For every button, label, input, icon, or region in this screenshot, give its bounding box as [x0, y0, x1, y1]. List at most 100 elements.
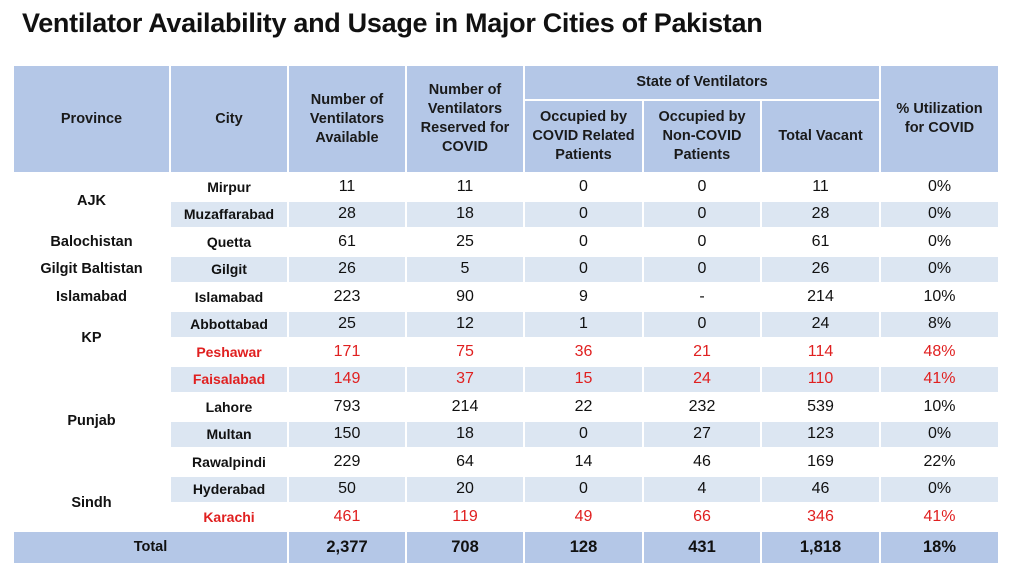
reserved-cell: 20 — [405, 475, 525, 504]
city-cell: Karachi — [169, 503, 289, 532]
total-utilization: 18% — [879, 529, 1001, 565]
noncovid-cell: 27 — [642, 420, 762, 449]
util-cell: 41% — [879, 503, 1001, 532]
total-label: Total — [12, 529, 289, 565]
header-reserved: Number of Ventilators Reserved for COVID — [405, 64, 525, 174]
city-cell: Faisalabad — [169, 365, 289, 394]
covid-cell: 9 — [523, 283, 644, 312]
util-cell: 0% — [879, 228, 1001, 257]
reserved-cell: 214 — [405, 393, 525, 422]
noncovid-cell: 0 — [642, 173, 762, 202]
ventilator-table: Province City Number of Ventilators Avai… — [12, 64, 1001, 565]
total-reserved: 708 — [405, 529, 525, 565]
city-cell: Rawalpindi — [169, 448, 289, 477]
available-cell: 461 — [287, 503, 407, 532]
header-available: Number of Ventilators Available — [287, 64, 407, 174]
util-cell: 10% — [879, 393, 1001, 422]
noncovid-cell: 21 — [642, 338, 762, 367]
total-vacant: 1,818 — [759, 529, 882, 565]
vacant-cell: 110 — [759, 365, 882, 394]
noncovid-cell: 0 — [642, 255, 762, 284]
table-row: Rawalpindi 229 64 14 46 169 22% — [13, 448, 1001, 477]
covid-cell: 0 — [523, 173, 644, 202]
reserved-cell: 18 — [405, 200, 525, 229]
noncovid-cell: 46 — [642, 448, 762, 477]
noncovid-cell: 232 — [642, 393, 762, 422]
vacant-cell: 114 — [759, 338, 882, 367]
util-cell: 0% — [879, 255, 1001, 284]
util-cell: 0% — [879, 420, 1001, 449]
city-cell: Lahore — [169, 393, 289, 422]
province-cell: Sindh — [12, 475, 171, 532]
noncovid-cell: 0 — [642, 228, 762, 257]
covid-cell: 0 — [523, 200, 644, 229]
available-cell: 793 — [287, 393, 407, 422]
covid-cell: 0 — [523, 228, 644, 257]
province-cell: Islamabad — [12, 283, 171, 312]
total-row: Total 2,377 708 128 431 1,818 18% — [12, 529, 1001, 565]
province-cell: AJK — [12, 173, 171, 229]
table-body: AJK Mirpur 11 11 0 0 11 0% Muzaffarabad 28 18 0 0 28 0… — [12, 173, 1001, 532]
available-cell: 61 — [287, 228, 407, 257]
covid-cell: 15 — [523, 365, 644, 394]
reserved-cell: 18 — [405, 420, 525, 449]
vacant-cell: 24 — [759, 310, 882, 339]
total-noncovid: 431 — [642, 529, 762, 565]
noncovid-cell: 0 — [642, 200, 762, 229]
city-cell: Muzaffarabad — [169, 200, 289, 229]
noncovid-cell: 24 — [642, 365, 762, 394]
util-cell: 10% — [879, 283, 1001, 312]
covid-cell: 14 — [523, 448, 644, 477]
city-cell: Peshawar — [169, 338, 289, 367]
header-vacant: Total Vacant — [759, 99, 882, 174]
city-cell: Hyderabad — [169, 475, 289, 504]
available-cell: 25 — [287, 310, 407, 339]
header-province: Province — [12, 64, 171, 174]
city-cell: Gilgit — [169, 255, 289, 284]
reserved-cell: 119 — [405, 503, 525, 532]
noncovid-cell: 4 — [642, 475, 762, 504]
header-state-group: State of Ventilators — [522, 64, 882, 101]
city-cell: Quetta — [169, 228, 289, 257]
available-cell: 150 — [287, 420, 407, 449]
util-cell: 0% — [879, 173, 1001, 202]
vacant-cell: 539 — [759, 393, 882, 422]
noncovid-cell: 0 — [642, 310, 762, 339]
vacant-cell: 61 — [759, 228, 882, 257]
reserved-cell: 37 — [405, 365, 525, 394]
table-row: Multan 150 18 0 27 123 0% — [13, 420, 1001, 449]
vacant-cell: 214 — [759, 283, 882, 312]
covid-cell: 1 — [523, 310, 644, 339]
table-row: Lahore 793 214 22 232 539 10% — [13, 393, 1001, 422]
reserved-cell: 11 — [405, 173, 525, 202]
covid-cell: 0 — [523, 475, 644, 504]
util-cell: 41% — [879, 365, 1001, 394]
total-covid: 128 — [523, 529, 644, 565]
province-cell: Gilgit Baltistan — [12, 255, 171, 284]
util-cell: 8% — [879, 310, 1001, 339]
available-cell: 50 — [287, 475, 407, 504]
vacant-cell: 26 — [759, 255, 882, 284]
table-row: AJK Mirpur 11 11 0 0 11 0% — [12, 173, 1001, 229]
vacant-cell: 346 — [759, 503, 882, 532]
table-row: Sindh Hyderabad 50 20 0 4 46 0% — [12, 475, 1001, 532]
available-cell: 26 — [287, 255, 407, 284]
available-cell: 11 — [287, 173, 407, 202]
city-cell: Islamabad — [169, 283, 289, 312]
province-cell: Punjab — [12, 365, 171, 477]
table-row: Punjab Faisalabad 149 37 15 24 110 41% — [12, 365, 1001, 477]
available-cell: 149 — [287, 365, 407, 394]
available-cell: 229 — [287, 448, 407, 477]
page-title: Ventilator Availability and Usage in Maj… — [22, 8, 763, 38]
table-row: KP Abbottabad 25 12 1 0 24 8% — [12, 310, 1001, 367]
table-row: Gilgit Baltistan Gilgit 26 5 0 0 26 0% — [12, 255, 1001, 284]
noncovid-cell: - — [642, 283, 762, 312]
util-cell: 48% — [879, 338, 1001, 367]
city-cell: Mirpur — [169, 173, 289, 202]
vacant-cell: 11 — [759, 173, 882, 202]
vacant-cell: 169 — [759, 448, 882, 477]
available-cell: 223 — [287, 283, 407, 312]
available-cell: 171 — [287, 338, 407, 367]
covid-cell: 22 — [523, 393, 644, 422]
util-cell: 22% — [879, 448, 1001, 477]
